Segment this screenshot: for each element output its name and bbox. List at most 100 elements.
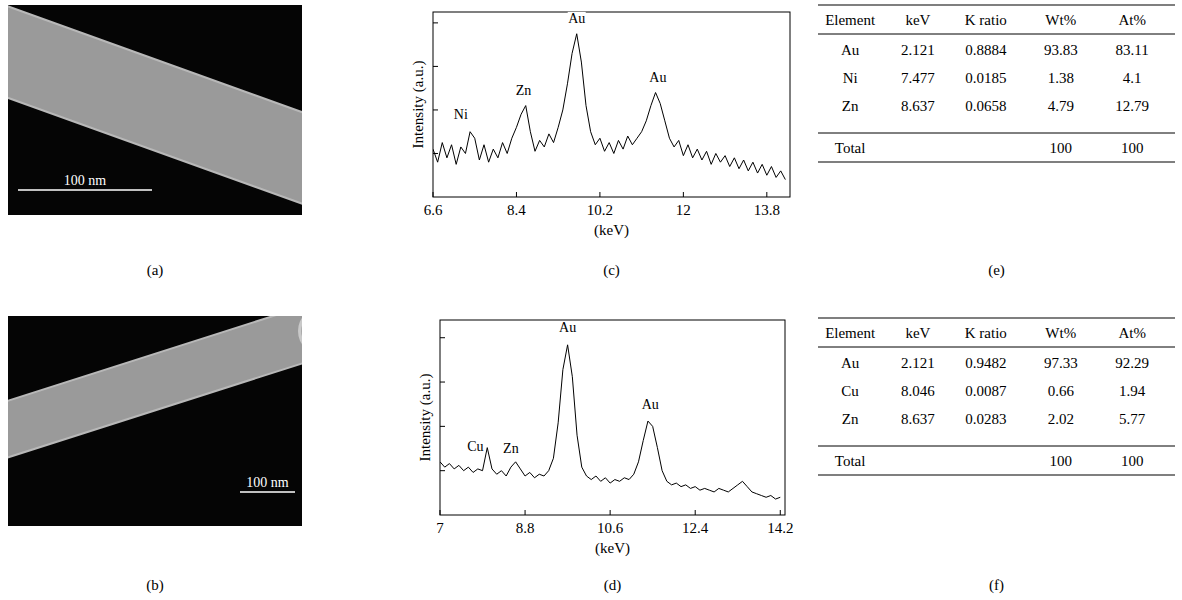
table-rule (818, 317, 1175, 318)
x-tick (525, 510, 526, 515)
peak-label: Cu (467, 439, 483, 454)
y-tick (440, 382, 445, 383)
panel-label: (f) (989, 577, 1004, 594)
table-cell: Zn (842, 98, 859, 114)
x-tick-label: 6.6 (424, 202, 443, 218)
table-rule (818, 133, 1175, 134)
y-axis-title: Intensity (a.u.) (410, 61, 427, 149)
x-tick-label: 10.6 (597, 520, 624, 536)
x-tick-label: 12 (676, 202, 691, 218)
table-cell: 1.94 (1119, 383, 1146, 399)
table-cell: Total (835, 140, 866, 156)
table-cell: 0.66 (1048, 383, 1075, 399)
eds-table: ElementkeVK ratioWt%At%Au2.1210.948297.3… (818, 318, 1175, 475)
spectrum-chart: 6.6 8.4 10.2 12 13.8 (keV) Intensity (a.u.) Ni Z… (410, 11, 790, 239)
x-tick (440, 510, 441, 515)
plot-area (440, 345, 780, 499)
y-tick (433, 153, 438, 154)
x-tick (516, 192, 517, 197)
table-cell: 8.046 (901, 383, 935, 399)
spectrum-chart: 78.810.612.414.2(keV)Intensity (a.u.)CuZ… (417, 320, 793, 557)
column-header: keV (905, 12, 930, 28)
table-rule (818, 347, 1175, 348)
spectrum-line (440, 345, 780, 499)
scale-bar (18, 189, 152, 191)
x-tick (433, 192, 434, 197)
table-rule (818, 4, 1175, 5)
table-cell: Total (835, 453, 866, 469)
table-cell: 100 (1050, 453, 1073, 469)
column-header: keV (905, 325, 930, 341)
y-tick (433, 66, 438, 67)
table-cell: 0.8884 (965, 42, 1007, 58)
x-tick-label: 8.8 (516, 520, 535, 536)
figure: 100 nm(a)100 nm(b)6.68.410.21213.8(keV)I… (0, 0, 1182, 600)
scale-bar-label: 100 nm (246, 475, 289, 490)
panel-label: (b) (146, 577, 164, 594)
peak-label: Zn (516, 83, 532, 98)
scale-bar (240, 491, 295, 493)
sem-image (8, 316, 302, 526)
table-cell: Au (841, 42, 860, 58)
table-cell: Zn (842, 411, 859, 427)
sem-image (8, 5, 302, 215)
table-cell: 100 (1121, 453, 1144, 469)
peak-label: Au (642, 397, 659, 412)
spectrum-line (433, 34, 785, 180)
table-cell: 5.77 (1119, 411, 1146, 427)
column-header: Wt% (1045, 12, 1076, 28)
x-tick-label: 7 (436, 520, 444, 536)
y-axis-title: Intensity (a.u.) (417, 374, 434, 462)
panel-label: (c) (603, 262, 620, 279)
table-cell: 2.121 (901, 355, 935, 371)
table-cell: 1.38 (1048, 70, 1074, 86)
table-cell: 2.121 (901, 42, 935, 58)
gold-tip-core (301, 316, 302, 348)
table-cell: 0.9482 (965, 355, 1006, 371)
x-tick-label: 12.4 (682, 520, 709, 536)
table-cell: 8.637 (901, 98, 935, 114)
y-tick (440, 337, 445, 338)
nanowire (8, 5, 302, 209)
table-cell: 0.0658 (965, 98, 1006, 114)
peak-label: Au (568, 11, 585, 26)
nanowire (8, 316, 302, 464)
x-tick (766, 192, 767, 197)
column-header: Element (825, 325, 876, 341)
x-axis-title: (keV) (594, 222, 629, 239)
x-tick (695, 510, 696, 515)
table-cell: 4.79 (1048, 98, 1074, 114)
column-header: K ratio (965, 12, 1007, 28)
table-cell: Au (841, 355, 860, 371)
peak-label: Au (559, 320, 576, 335)
x-tick (780, 510, 781, 515)
table-cell: 100 (1121, 140, 1144, 156)
x-tick-label: 14.2 (767, 520, 793, 536)
y-tick (433, 22, 438, 23)
table-rule (818, 34, 1175, 35)
column-header: K ratio (965, 325, 1007, 341)
table-cell: 7.477 (901, 70, 935, 86)
panel-label: (e) (988, 262, 1005, 279)
gold-tip (298, 316, 302, 355)
peak-label: Ni (454, 107, 468, 122)
column-header: At% (1118, 12, 1146, 28)
y-tick (433, 109, 438, 110)
table-cell: Ni (843, 70, 858, 86)
y-tick (440, 470, 445, 471)
scale-bar-label: 100 nm (64, 173, 107, 188)
x-tick-label: 10.2 (587, 202, 613, 218)
table-rule (818, 161, 1175, 162)
table-cell: 2.02 (1048, 411, 1074, 427)
x-tick (610, 510, 611, 515)
table-cell: 0.0283 (965, 411, 1006, 427)
x-tick-label: 13.8 (754, 202, 780, 218)
column-header: At% (1118, 325, 1146, 341)
table-cell: 100 (1050, 140, 1073, 156)
x-tick (599, 192, 600, 197)
table-rule (818, 474, 1175, 475)
x-tick-label: 8.4 (507, 202, 526, 218)
table-cell: 4.1 (1123, 70, 1142, 86)
panel-label: (d) (604, 577, 622, 594)
column-header: Element (825, 12, 876, 28)
